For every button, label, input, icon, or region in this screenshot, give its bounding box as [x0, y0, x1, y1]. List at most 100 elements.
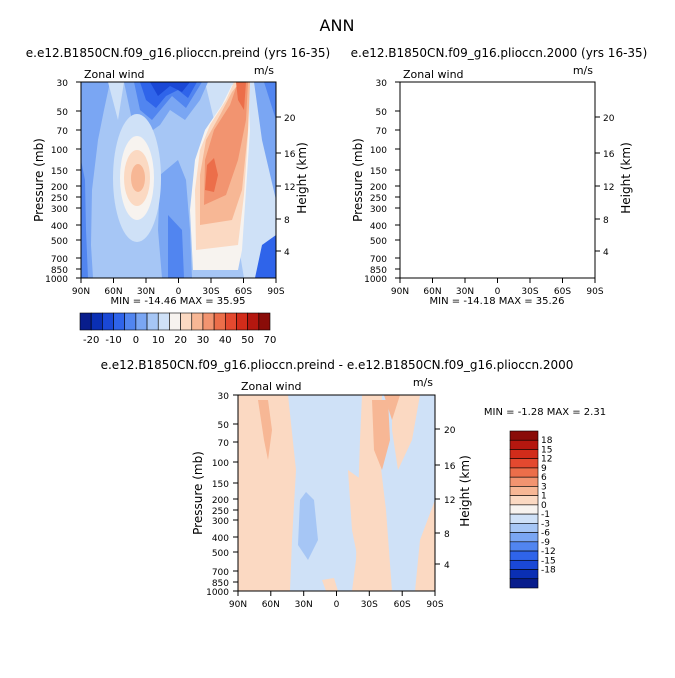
x-axis: 90N 60N 30N 0 30S 60S 90S	[229, 591, 444, 610]
y-axis: 30 50 70 100 150 200 250 300 400 500 700…	[191, 392, 238, 598]
x-tick-label: 60N	[423, 287, 441, 297]
y-tick-label: 400	[212, 534, 229, 544]
y-tick-label: 700	[51, 255, 68, 265]
colorbar-label: 9	[541, 464, 547, 474]
colorbar-label: 12	[541, 455, 552, 465]
y-tick-label: 700	[370, 255, 387, 265]
contour-field	[400, 82, 595, 278]
left-string: Zonal wind	[241, 380, 302, 393]
colorbar-swatch	[124, 312, 137, 331]
panel-title: e.e12.B1850CN.f09_g16.plioccn.preind - e…	[101, 358, 574, 372]
y-tick-label: 50	[218, 421, 230, 431]
x-tick-label: 0	[334, 600, 340, 610]
height-tick-label: 12	[603, 183, 614, 193]
panel-title: e.e12.B1850CN.f09_g16.plioccn.2000 (yrs …	[351, 46, 648, 60]
height-tick-label: 12	[284, 183, 295, 193]
panel-difference: e.e12.B1850CN.f09_g16.plioccn.preind - e…	[101, 358, 606, 610]
x-tick-label: 30N	[137, 287, 155, 297]
colorbar-label: 20	[174, 335, 187, 346]
y-tick-label: 150	[370, 167, 387, 177]
colorbar-swatch	[509, 541, 539, 552]
colorbar-label: 3	[541, 482, 547, 492]
colorbar-swatch	[113, 312, 126, 331]
colorbar-swatch	[191, 312, 204, 331]
y-tick-label: 200	[212, 496, 229, 506]
colorbar-swatch	[224, 312, 237, 331]
y-tick-label: 70	[218, 439, 230, 449]
y-tick-label: 30	[57, 79, 69, 89]
colorbar-label: 30	[197, 335, 210, 346]
min-max-stats: MIN = -14.18 MAX = 35.26	[430, 296, 565, 307]
y-tick-label: 400	[51, 222, 68, 232]
x-tick-label: 60N	[104, 287, 122, 297]
x-tick-label: 60S	[235, 287, 252, 297]
x-tick-label: 30N	[295, 600, 313, 610]
x-tick-label: 90N	[391, 287, 409, 297]
height-axis-title: Height (km)	[295, 142, 309, 213]
y-tick-label: 850	[370, 266, 387, 276]
contour-field	[238, 395, 435, 591]
right-string: m/s	[413, 376, 433, 389]
height-tick-label: 16	[444, 462, 456, 472]
y-axis-title: Pressure (mb)	[32, 138, 46, 222]
right-axis: 20 16 12 8 4 Height (km)	[276, 114, 309, 258]
colorbar-swatch	[509, 495, 539, 506]
colorbar-swatch	[509, 458, 539, 469]
y-tick-label: 1000	[364, 275, 387, 285]
height-tick-label: 16	[284, 150, 296, 160]
y-tick-label: 100	[212, 459, 229, 469]
colorbar-label: 1	[541, 492, 547, 502]
y-tick-label: 500	[51, 237, 68, 247]
height-tick-label: 12	[444, 496, 455, 506]
x-tick-label: 90N	[72, 287, 90, 297]
x-tick-label: 0	[495, 287, 501, 297]
x-tick-label: 60S	[554, 287, 571, 297]
x-tick-label: 90S	[267, 287, 284, 297]
y-tick-label: 250	[51, 194, 68, 204]
height-tick-label: 4	[284, 248, 290, 258]
colorbar-swatch	[509, 578, 539, 589]
y-tick-label: 50	[376, 108, 388, 118]
colorbar-label: -12	[541, 547, 556, 557]
x-tick-label: 90S	[586, 287, 603, 297]
y-tick-label: 250	[370, 194, 387, 204]
x-tick-label: 0	[176, 287, 182, 297]
colorbar-swatch	[509, 467, 539, 478]
colorbar-swatch	[509, 430, 539, 441]
y-tick-label: 70	[376, 127, 388, 137]
colorbar-swatch	[509, 439, 539, 450]
y-tick-label: 30	[218, 392, 230, 402]
colorbar-swatch	[135, 312, 148, 331]
colorbar-label: -15	[541, 556, 556, 566]
colorbar-swatch	[169, 312, 181, 331]
height-tick-label: 4	[603, 248, 609, 258]
y-tick-label: 500	[212, 549, 229, 559]
colorbar-top: -20 -10 0 10 20 30 40 50 70	[79, 312, 276, 346]
y-tick-label: 200	[370, 183, 387, 193]
colorbar-label: -10	[105, 335, 121, 346]
right-axis: 20 16 12 8 4 Height (km)	[595, 114, 633, 258]
colorbar-swatch	[509, 476, 539, 487]
colorbar-swatch	[509, 532, 539, 543]
colorbar-swatch	[90, 312, 103, 331]
height-tick-label: 20	[284, 114, 296, 124]
x-axis: 90N 60N 30N 0 30S 60S 90S	[72, 278, 285, 297]
height-tick-label: 16	[603, 150, 615, 160]
panel-preind: e.e12.B1850CN.f09_g16.plioccn.preind (yr…	[26, 46, 330, 307]
colorbar-swatch	[509, 523, 539, 533]
colorbar-swatch	[509, 504, 539, 515]
height-tick-label: 8	[284, 216, 290, 226]
y-tick-label: 1000	[45, 275, 68, 285]
x-tick-label: 90N	[229, 600, 247, 610]
colorbar-swatch	[509, 559, 539, 570]
colorbar-swatch	[509, 513, 539, 524]
y-axis-title: Pressure (mb)	[191, 451, 205, 535]
x-tick-label: 60S	[394, 600, 411, 610]
x-tick-label: 60N	[262, 600, 280, 610]
colorbar-swatch	[180, 312, 193, 331]
colorbar-label: 0	[541, 501, 547, 511]
min-max-stats: MIN = -14.46 MAX = 35.95	[111, 296, 246, 307]
y-tick-label: 1000	[206, 588, 229, 598]
colorbar-swatch	[509, 550, 539, 561]
y-tick-label: 50	[57, 108, 69, 118]
